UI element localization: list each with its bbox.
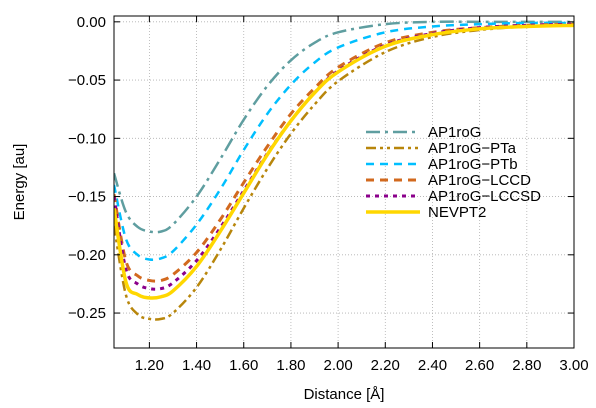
legend-label-4: AP1roG−LCCD xyxy=(428,172,531,189)
x-tick-label: 1.80 xyxy=(276,357,305,374)
series-line-2 xyxy=(114,22,574,321)
ticks: 1.20 1.40 1.60 1.80 2.00 2.20 2.40 2.60 2.80 3.00… xyxy=(68,14,589,374)
legend-label-2: AP1roG−PTa xyxy=(428,140,517,157)
x-tick-label: 2.00 xyxy=(324,357,353,374)
y-tick-label: −0.10 xyxy=(68,130,106,147)
x-tick-label: 1.40 xyxy=(182,357,211,374)
legend-label-5: AP1roG−LCCSD xyxy=(428,188,541,205)
legend-label-6: NEVPT2 xyxy=(428,204,486,221)
y-tick-label: −0.25 xyxy=(68,305,106,322)
x-axis-title: Distance [Å] xyxy=(304,386,385,403)
x-tick-label: 2.80 xyxy=(512,357,541,374)
x-tick-label: 2.40 xyxy=(418,357,447,374)
x-tick-label: 3.00 xyxy=(559,357,588,374)
series-line-1 xyxy=(114,20,574,234)
x-tick-label: 1.20 xyxy=(135,357,164,374)
y-tick-label: −0.05 xyxy=(68,72,106,89)
series-line-6 xyxy=(114,23,574,300)
x-tick-label: 2.60 xyxy=(465,357,494,374)
legend: AP1roGAP1roG−PTaAP1roG−PTbAP1roG−LCCDAP1… xyxy=(366,124,541,221)
y-axis-title: Energy [au] xyxy=(11,144,28,221)
series-layer xyxy=(114,20,574,321)
legend-label-3: AP1roG−PTb xyxy=(428,156,518,173)
plot-frame xyxy=(113,15,575,349)
y-tick-label: −0.15 xyxy=(68,189,106,206)
y-tick-label: 0.00 xyxy=(77,14,106,31)
series-line-3 xyxy=(114,21,574,261)
x-tick-label: 1.60 xyxy=(229,357,258,374)
x-tick-label: 2.20 xyxy=(371,357,400,374)
y-tick-label: −0.20 xyxy=(68,247,106,264)
legend-label-1: AP1roG xyxy=(428,124,481,141)
